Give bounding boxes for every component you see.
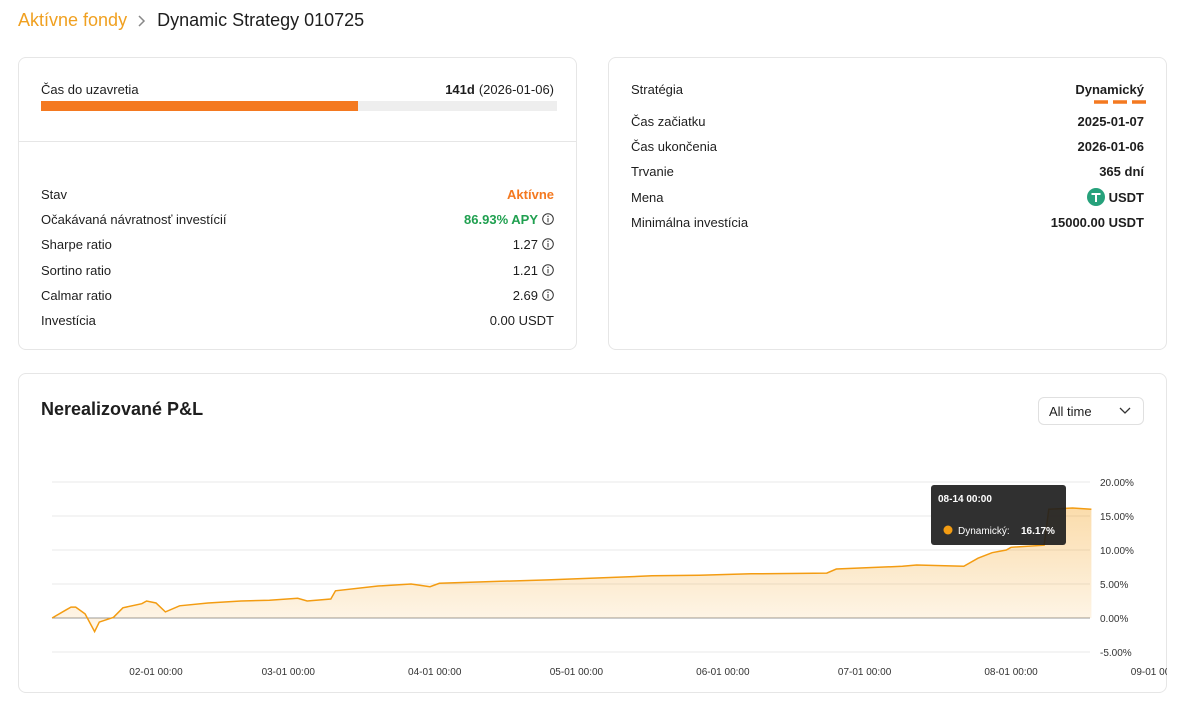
y-tick-label: 10.00% xyxy=(1100,546,1134,557)
chart-title: Nerealizované P&L xyxy=(41,399,204,419)
row-label: Investícia xyxy=(41,312,96,328)
y-tick-label: 0.00% xyxy=(1100,614,1128,625)
info-row: Trvanie 365 dní xyxy=(631,161,1144,181)
range-label: All time xyxy=(1049,403,1092,419)
row-value: 1.21 xyxy=(512,262,538,278)
row-value: 365 dní xyxy=(1099,163,1144,179)
tooltip: 08-14 00:00 Dynamický: 16.17% xyxy=(931,485,1066,545)
breadcrumb-current: Dynamic Strategy 010725 xyxy=(157,10,365,30)
breadcrumb: Aktívne fondy Dynamic Strategy 010725 xyxy=(18,10,364,31)
row-value: 0.00 USDT xyxy=(489,312,554,328)
x-tick-label: 08-01 00:00 xyxy=(984,667,1038,678)
y-tick-label: 15.00% xyxy=(1100,512,1134,523)
row-label: Čas ukončenia xyxy=(631,138,717,154)
range-dropdown[interactable]: All time xyxy=(1038,397,1144,425)
row-label: Čas začiatku xyxy=(631,113,706,129)
row-value: 2.69 xyxy=(512,287,538,303)
info-row: Calmar ratio 2.69 xyxy=(41,285,554,305)
tether-icon xyxy=(1086,188,1105,206)
info-row: Minimálna investícia 15000.00 USDT xyxy=(631,212,1144,232)
info-row: Investícia 0.00 USDT xyxy=(41,310,554,330)
info-row: Sortino ratio 1.21 xyxy=(41,260,554,280)
y-tick-label: 5.00% xyxy=(1100,580,1128,591)
breadcrumb-separator xyxy=(138,14,146,27)
row-value: USDT xyxy=(1108,189,1144,205)
y-tick-label: -5.00% xyxy=(1100,648,1132,659)
info-icon[interactable] xyxy=(542,238,554,250)
row-value: Dynamický xyxy=(1075,81,1144,97)
countdown-days: 141d xyxy=(445,81,475,97)
x-tick-label: 07-01 00:00 xyxy=(838,667,892,678)
row-value: 2026-01-06 xyxy=(1077,138,1145,154)
countdown-row: Čas do uzavretia 141d (2026-01-06) xyxy=(41,79,554,99)
row-label: Sortino ratio xyxy=(41,262,112,278)
chart: 20.00% 15.00% 10.00% 5.00% 0.00% -5.00% 02-01 … xyxy=(51,478,1167,678)
row-label: Očakávaná návratnosť investícií xyxy=(41,211,227,227)
x-tick-label: 04-01 00:00 xyxy=(408,667,462,678)
tooltip-box xyxy=(931,485,1066,545)
row-label: Trvanie xyxy=(631,163,674,179)
x-tick-label: 03-01 00:00 xyxy=(262,667,316,678)
details-card: Stratégia Dynamický Čas začiatku 2025-01-0… xyxy=(608,57,1167,350)
tooltip-dot xyxy=(943,525,953,535)
countdown-date: (2026-01-06) xyxy=(478,81,554,97)
info-row: Sharpe ratio 1.27 xyxy=(41,234,554,254)
row-label: Mena xyxy=(631,189,664,205)
info-icon[interactable] xyxy=(542,264,554,276)
progress-track xyxy=(41,101,557,111)
row-value: Aktívne xyxy=(507,186,554,202)
row-value: 1.27 xyxy=(512,236,538,252)
info-row: Stratégia Dynamický xyxy=(631,79,1144,99)
tooltip-name: Dynamický: xyxy=(958,526,1010,537)
x-tick-label: 05-01 00:00 xyxy=(550,667,604,678)
info-row: Očakávaná návratnosť investícií 86.93% AP… xyxy=(41,209,554,229)
row-label: Stratégia xyxy=(631,81,684,97)
countdown-label: Čas do uzavretia xyxy=(41,81,139,97)
info-row: Čas ukončenia 2026-01-06 xyxy=(631,136,1144,156)
row-label: Stav xyxy=(41,186,68,202)
x-tick-label: 06-01 00:00 xyxy=(696,667,750,678)
x-tick-label: 09-01 00:00 xyxy=(1131,667,1167,678)
summary-card: Čas do uzavretia 141d (2026-01-06) Stav Ak… xyxy=(18,57,577,350)
row-label: Calmar ratio xyxy=(41,287,112,303)
info-row: Stav Aktívne xyxy=(41,184,554,204)
row-value: 15000.00 USDT xyxy=(1050,214,1144,230)
breadcrumb-parent[interactable]: Aktívne fondy xyxy=(18,10,128,30)
row-value: 86.93% APY xyxy=(464,211,538,227)
tooltip-title: 08-14 00:00 xyxy=(938,494,992,505)
dropdown-arrow xyxy=(1119,407,1131,414)
info-row: Mena USDT xyxy=(631,187,1144,207)
x-tick-label: 02-01 00:00 xyxy=(129,667,183,678)
line xyxy=(51,507,1092,634)
info-icon[interactable] xyxy=(542,289,554,301)
progress-fill xyxy=(41,101,358,111)
tooltip-value: 16.17% xyxy=(1021,526,1055,537)
y-tick-label: 20.00% xyxy=(1100,478,1134,489)
divider xyxy=(19,141,576,142)
row-label: Minimálna investícia xyxy=(631,214,749,230)
info-row: Čas začiatku 2025-01-07 xyxy=(631,111,1144,131)
strategy-dashes xyxy=(1094,100,1146,104)
row-label: Sharpe ratio xyxy=(41,236,112,252)
row-value: 2025-01-07 xyxy=(1077,113,1145,129)
info-icon[interactable] xyxy=(542,213,554,225)
